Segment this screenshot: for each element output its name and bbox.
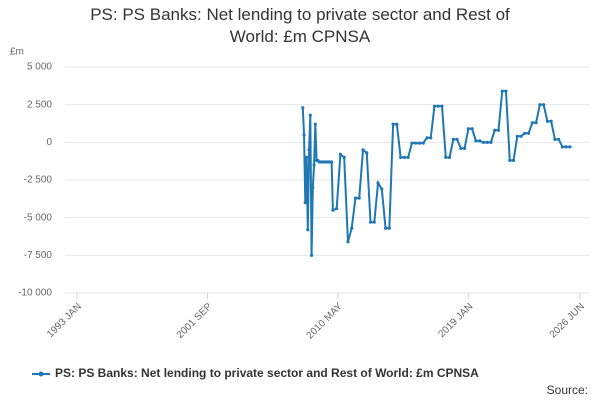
data-point — [542, 103, 546, 107]
data-point — [376, 181, 380, 185]
data-point — [564, 145, 568, 149]
data-point — [330, 160, 334, 164]
data-point — [478, 139, 482, 143]
data-point — [342, 155, 346, 159]
data-point — [568, 145, 572, 149]
data-point — [440, 104, 444, 108]
data-point — [557, 137, 561, 141]
data-point — [462, 146, 467, 150]
data-point — [417, 141, 422, 145]
data-point — [508, 158, 512, 163]
legend-marker — [38, 371, 44, 377]
data-point — [380, 187, 384, 191]
data-point — [436, 104, 440, 108]
data-point — [303, 201, 307, 205]
data-point — [500, 89, 504, 93]
y-tick-label: -10 000 — [18, 288, 52, 299]
data-point — [451, 137, 455, 141]
x-tick-label: 2001 SEP — [175, 301, 215, 341]
data-point — [455, 137, 459, 141]
data-point — [410, 141, 414, 145]
data-point — [346, 240, 350, 244]
data-point — [306, 228, 310, 232]
y-tick-label: 2 500 — [27, 99, 52, 110]
data-point — [459, 146, 463, 150]
data-point — [307, 148, 311, 152]
data-point — [489, 140, 493, 144]
data-point — [338, 152, 343, 156]
data-point — [383, 226, 388, 230]
data-point — [504, 89, 508, 93]
data-point — [523, 131, 527, 135]
data-point — [302, 133, 306, 137]
data-point — [511, 158, 516, 163]
data-point — [474, 139, 478, 143]
data-point — [485, 140, 489, 144]
data-point — [429, 136, 433, 140]
data-line — [301, 90, 570, 256]
data-point — [353, 196, 358, 200]
data-point — [553, 137, 557, 141]
data-point — [372, 220, 376, 224]
data-point — [530, 121, 534, 125]
data-point — [549, 119, 553, 123]
data-point — [312, 163, 316, 167]
data-point — [414, 141, 418, 145]
y-tick-label: -5 000 — [24, 212, 53, 223]
data-point — [444, 155, 448, 159]
data-point — [387, 226, 391, 230]
data-point — [481, 140, 486, 144]
data-point — [425, 136, 429, 140]
data-point — [308, 113, 312, 117]
data-point — [365, 151, 369, 155]
y-axis-label: £m — [10, 47, 24, 58]
data-point — [519, 134, 523, 138]
data-point — [304, 155, 309, 159]
y-tick-label: -7 500 — [24, 250, 53, 261]
data-point — [335, 207, 339, 211]
data-point — [406, 155, 410, 159]
data-point — [447, 155, 452, 159]
data-point — [496, 128, 501, 132]
data-point — [368, 220, 373, 224]
data-point — [331, 208, 335, 212]
data-point — [526, 131, 531, 135]
data-point — [350, 226, 354, 230]
chart-title: PS: PS Banks: Net lending to private sec… — [90, 5, 510, 46]
data-point — [311, 185, 315, 190]
x-tick-label: 1993 JAN — [45, 301, 84, 340]
data-point — [391, 122, 395, 126]
x-tick-label: 2019 JAN — [437, 301, 476, 340]
source: Source: — [547, 383, 588, 397]
data-point — [399, 155, 403, 159]
y-tick-label: 5 000 — [27, 62, 52, 73]
y-tick-label: -2 500 — [24, 175, 53, 186]
x-tick-label: 2026 JUN — [548, 301, 587, 340]
data-point — [538, 103, 542, 107]
data-point — [560, 145, 565, 149]
data-point — [357, 196, 361, 200]
data-point — [493, 128, 497, 132]
data-point — [395, 122, 399, 126]
legend-label: PS: PS Banks: Net lending to private sec… — [55, 366, 479, 380]
x-tick-label: 2010 MAY — [305, 301, 346, 342]
data-point — [432, 104, 437, 108]
data-point — [545, 119, 549, 123]
data-point — [466, 127, 470, 131]
data-point — [361, 148, 365, 152]
data-point — [470, 127, 474, 131]
data-point — [313, 122, 317, 126]
data-point — [515, 134, 519, 138]
y-tick-label: 0 — [46, 137, 52, 148]
data-point — [309, 253, 314, 257]
data-point — [421, 141, 425, 145]
data-point — [402, 155, 406, 159]
data-point — [534, 121, 538, 125]
data-point — [301, 106, 305, 110]
